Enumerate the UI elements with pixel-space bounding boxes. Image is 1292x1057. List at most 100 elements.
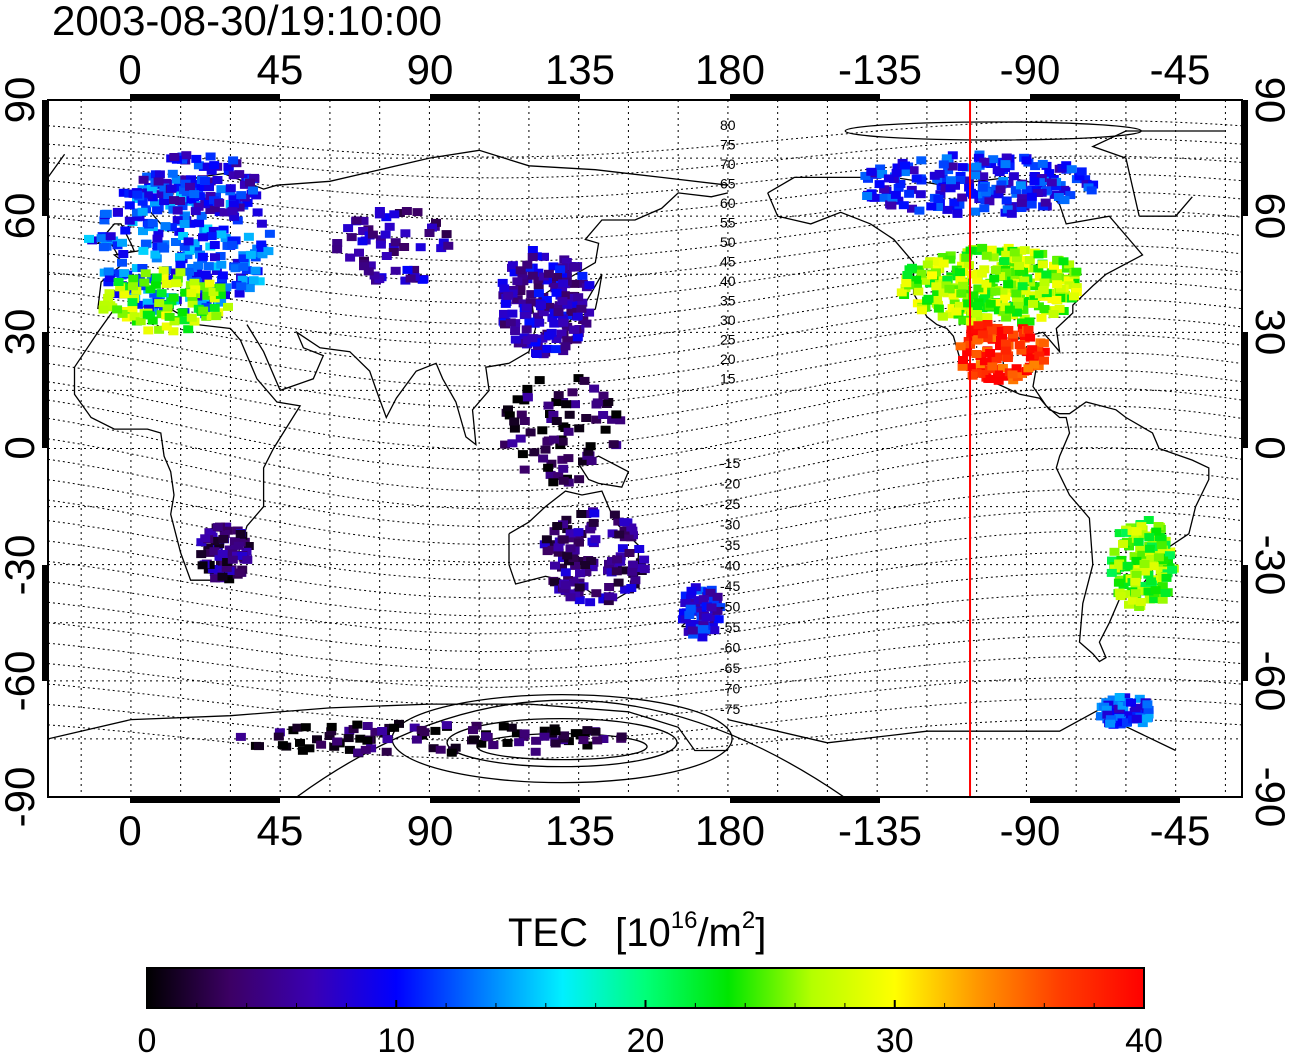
tec-pixel [1115, 697, 1126, 706]
tec-pixel [534, 318, 545, 327]
tec-pixel [153, 177, 164, 186]
tec-pixel [179, 242, 190, 251]
tec-pixel [1134, 603, 1145, 611]
colorbar-tick-label: 10 [377, 1022, 415, 1057]
tec-pixel [1016, 204, 1027, 212]
tec-pixel [1015, 181, 1026, 190]
tec-pixel [916, 269, 927, 278]
tec-pixel [558, 464, 569, 473]
tec-pixel [985, 349, 996, 357]
tec-pixel [500, 440, 511, 449]
tec-pixel [999, 307, 1010, 316]
tec-pixel [277, 741, 288, 750]
tec-pixel [1160, 589, 1171, 597]
tec-pixel [1131, 556, 1142, 565]
tec-pixel [1086, 186, 1097, 195]
tec-pixel [1024, 317, 1035, 326]
tec-pixel [991, 355, 1002, 364]
tec-pixel [558, 347, 569, 356]
tec-pixel [993, 247, 1004, 256]
tec-pixel [237, 551, 248, 560]
tec-pixel [993, 190, 1004, 199]
tec-pixel [955, 176, 966, 184]
tec-pixel [358, 216, 369, 225]
tec-pixel [415, 243, 426, 252]
tec-pixel [389, 210, 400, 219]
tec-pixel [607, 529, 618, 538]
tec-pixel [202, 224, 213, 233]
tec-pixel [189, 278, 200, 287]
tec-pixel [582, 726, 593, 735]
tec-pixel [552, 273, 562, 281]
tec-pixel [558, 520, 568, 529]
coastline [48, 130, 1226, 217]
tec-pixel [598, 735, 609, 743]
tec-pixel [374, 207, 385, 215]
tec-pixel [169, 153, 180, 161]
tec-pixel [971, 313, 982, 322]
map-plot-area: 80 75 70 65 60 55 50 45 40 35 30 25 20 15 -15 -20 -25 -30… [48, 100, 1242, 797]
tec-pixel [1002, 205, 1013, 214]
tec-pixel [533, 312, 543, 321]
tec-pixel [539, 732, 550, 741]
tec-pixel [574, 583, 585, 592]
tec-pixel [1127, 596, 1138, 605]
tec-pixel [933, 304, 944, 313]
contour-label: 65 [720, 176, 736, 192]
tec-pixel [99, 300, 110, 309]
tec-pixel [1018, 305, 1029, 314]
tec-pixel [956, 289, 967, 298]
tec-pixel [915, 190, 926, 199]
tec-pixel [1038, 286, 1049, 295]
tec-pixel [567, 534, 578, 543]
tec-pixel [140, 269, 151, 278]
contour-label: -60 [720, 640, 740, 656]
tec-pixel [163, 191, 174, 199]
frame-band-right [1242, 100, 1248, 216]
tec-pixel [979, 265, 990, 274]
tec-pixel [558, 535, 569, 544]
tec-pixel [1065, 191, 1076, 200]
tec-pixel [697, 633, 708, 642]
tec-pixel [977, 183, 988, 192]
tec-pixel [558, 318, 569, 327]
tec-pixel [565, 593, 576, 602]
tec-pixel [1048, 310, 1059, 318]
tec-pixel [1055, 284, 1066, 293]
tec-pixel [149, 289, 160, 298]
tec-pixel [186, 175, 196, 184]
tec-pixel [573, 528, 584, 537]
left-lat-tick-label: 60 [0, 193, 43, 240]
tec-pixel [98, 305, 109, 314]
tec-pixel [134, 212, 145, 221]
tec-pixel [1051, 273, 1062, 282]
tec-pixel [1154, 533, 1165, 541]
tec-pixel [1024, 256, 1035, 265]
tec-data-pixels [84, 150, 1179, 758]
contour-label: 55 [720, 215, 736, 231]
tec-pixel [611, 410, 622, 419]
tec-pixel [1076, 167, 1087, 176]
tec-pixel [355, 734, 366, 743]
colorbar-tick-label: 40 [1125, 1022, 1163, 1057]
tec-pixel [162, 304, 173, 313]
tec-pixel [979, 157, 990, 166]
tec-pixel [244, 284, 255, 293]
tec-pixel [948, 291, 959, 300]
tec-pixel [177, 202, 188, 211]
tec-pixel [1030, 162, 1041, 171]
tec-pixel [366, 744, 377, 753]
tec-pixel [417, 275, 428, 284]
tec-pixel [400, 276, 411, 285]
coastline [48, 695, 1176, 752]
tec-pixel [326, 722, 337, 731]
tec-pixel [1025, 264, 1036, 273]
tec-pixel [706, 603, 717, 612]
tec-pixel [997, 298, 1008, 306]
tec-pixel [211, 267, 222, 275]
tec-pixel [217, 572, 228, 581]
tec-pixel [1122, 561, 1133, 570]
tec-pixel [972, 308, 982, 317]
left-lat-tick-label: -30 [0, 535, 43, 596]
tec-pixel [1161, 573, 1172, 582]
